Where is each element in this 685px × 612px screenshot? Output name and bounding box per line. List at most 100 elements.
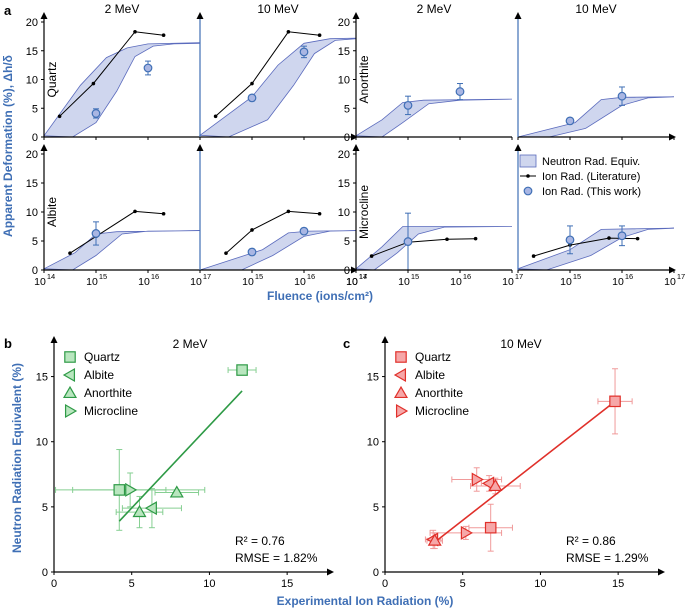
legend-marker-microcline — [395, 403, 409, 419]
literature-line — [59, 31, 164, 117]
y-axis-arrow — [50, 336, 58, 343]
x-tick-exponent: 16 — [463, 272, 471, 281]
x-tick-label: 10 — [294, 276, 306, 288]
legend-marker-quartz — [64, 351, 76, 363]
subplot-quartz-10mev: 10 MeV — [196, 2, 358, 141]
x-tick-label: 10 — [86, 276, 98, 288]
energy-label: 2 MeV — [417, 2, 452, 16]
y-tick-label: 5 — [32, 236, 38, 248]
literature-line — [371, 238, 476, 257]
rmse-text: RMSE = 1.29% — [566, 551, 649, 565]
literature-point — [161, 33, 166, 38]
point-quartz — [113, 484, 126, 496]
literature-point — [213, 114, 218, 119]
y-tick-label: 0 — [373, 567, 379, 579]
y-axis-arrow — [196, 12, 204, 19]
y-tick-label: 15 — [338, 46, 350, 58]
literature-point — [607, 236, 611, 240]
panel-title: 2 MeV — [173, 337, 208, 351]
this-work-point — [617, 91, 627, 101]
this-work-point — [403, 100, 413, 110]
mineral-label: Microcline — [357, 185, 371, 239]
y-tick-label: 20 — [26, 149, 38, 161]
literature-line — [69, 210, 164, 254]
subplot-albite-10mev: 10 15 10 16 10 17 — [196, 144, 367, 288]
point-microcline — [125, 482, 138, 497]
fit-line — [118, 390, 243, 522]
x-tick-exponent: 16 — [625, 272, 633, 281]
this-work-point — [91, 109, 101, 118]
r2-text: R² = 0.86 — [566, 534, 616, 548]
y-tick-label: 15 — [26, 46, 38, 58]
legend-label: Quartz — [415, 350, 451, 364]
fit-line — [432, 400, 616, 544]
legend-label: Neutron Rad. Equiv. — [542, 156, 640, 168]
r2-text: R² = 0.76 — [235, 534, 285, 548]
subplot-anorthite-10mev: 10 MeV — [514, 2, 676, 141]
x-tick-label: 0 — [51, 578, 57, 590]
y-tick-label: 10 — [36, 437, 48, 449]
x-axis-arrow — [327, 568, 334, 576]
y-tick-label: 20 — [338, 149, 350, 161]
x-axis-arrow — [658, 568, 665, 576]
y-axis-arrow — [40, 12, 48, 19]
panel-label-c: c — [343, 336, 350, 351]
x-tick-label: 10 — [34, 276, 46, 288]
y-axis-arrow — [514, 12, 522, 19]
legend-marker-microcline — [64, 403, 78, 419]
legend-swatch-point — [523, 186, 533, 196]
x-tick-label: 10 — [242, 276, 254, 288]
x-tick-label: 15 — [281, 578, 293, 590]
y-tick-label: 5 — [32, 103, 38, 115]
legend-label: Microcline — [415, 404, 469, 418]
this-work-point — [565, 116, 575, 126]
y-tick-label: 5 — [344, 236, 350, 248]
x-tick-exponent: 17 — [359, 272, 367, 281]
literature-point — [224, 251, 228, 255]
x-tick-label: 10 — [190, 276, 202, 288]
y-tick-label: 0 — [344, 132, 350, 144]
energy-label: 10 MeV — [575, 2, 616, 16]
this-work-point — [143, 63, 153, 73]
neutron-band — [354, 226, 513, 271]
x-tick-label: 10 — [534, 578, 546, 590]
x-tick-exponent: 15 — [99, 272, 107, 281]
this-work-point — [299, 226, 309, 236]
x-tick-exponent: 17 — [515, 272, 523, 281]
neutron-band — [517, 96, 675, 138]
legend-marker-anorthite — [393, 385, 409, 399]
neutron-band — [517, 227, 675, 271]
neutron-band — [354, 98, 513, 138]
x-axis-arrow — [669, 133, 676, 141]
x-tick-exponent: 17 — [677, 272, 685, 281]
x-tick-label: 10 — [450, 276, 462, 288]
x-axis-arrow — [669, 266, 676, 274]
panel-b-scatter: 2 MeV 0 5 10 15 0 5 10 15 Quartz Albite Anorthite Mi… — [10, 336, 453, 608]
point-anorthite — [427, 533, 442, 546]
neutron-band — [198, 37, 357, 138]
literature-point — [286, 209, 291, 214]
x-tick-label: 10 — [398, 276, 410, 288]
subplot-quartz-2mev: 0 5 10 15 20 Quartz 2 MeV — [26, 2, 201, 144]
mineral-label: Quartz — [45, 61, 59, 97]
literature-point — [250, 228, 254, 232]
x-tick-label: 10 — [560, 276, 572, 288]
y-tick-label: 10 — [26, 75, 38, 87]
literature-point — [57, 114, 62, 119]
y-tick-label: 10 — [26, 207, 38, 219]
x-tick-label: 10 — [346, 276, 358, 288]
legend-label: Anorthite — [415, 386, 463, 400]
x-tick-label: 10 — [138, 276, 150, 288]
x-tick-exponent: 15 — [573, 272, 581, 281]
panel-label-b: b — [4, 336, 12, 351]
point-albite — [144, 501, 157, 516]
x-axis-title: Experimental Ion Radiation (%) — [277, 594, 454, 608]
legend-marker-anorthite — [62, 385, 78, 399]
legend-label: Albite — [415, 368, 445, 382]
y-tick-label: 15 — [338, 178, 350, 190]
panel-label-a: a — [4, 3, 12, 18]
y-tick-label: 10 — [338, 207, 350, 219]
